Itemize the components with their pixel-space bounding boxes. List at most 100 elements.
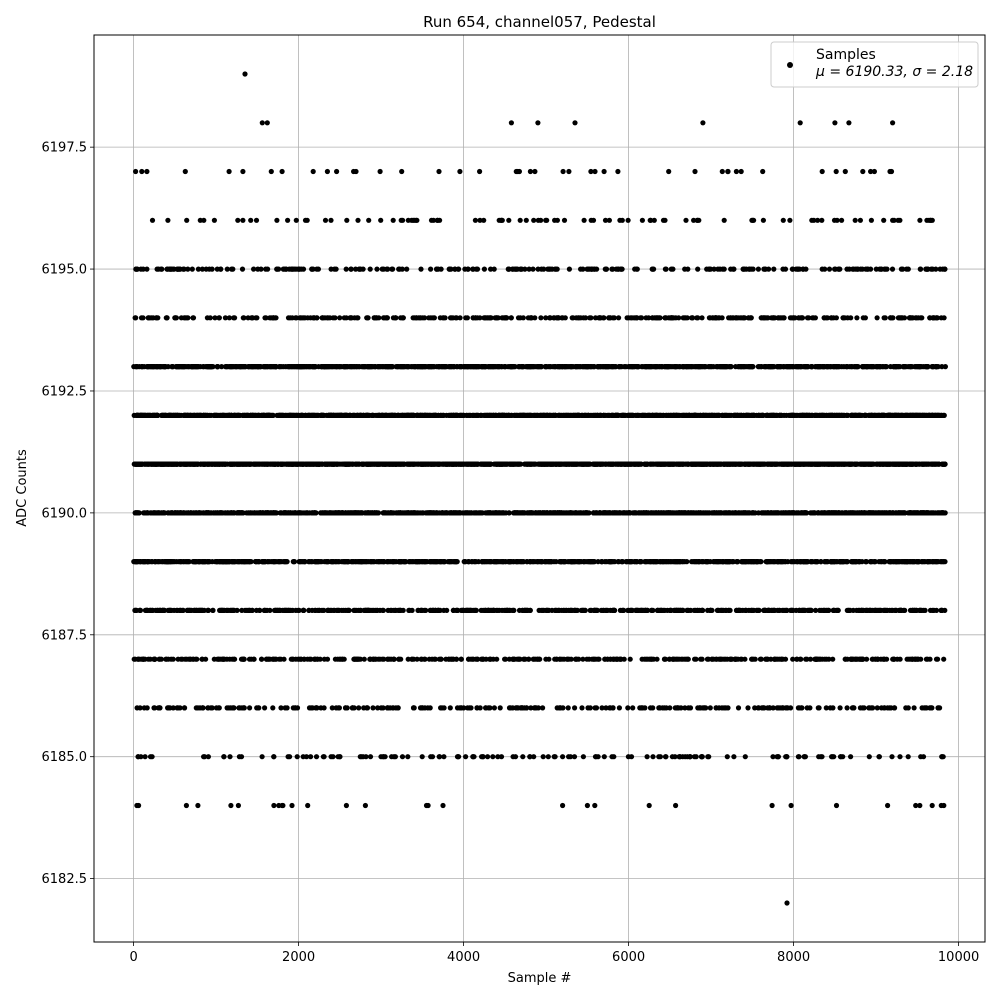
data-point — [179, 656, 185, 662]
data-point — [890, 656, 896, 662]
data-point — [753, 559, 760, 565]
data-point — [540, 705, 546, 711]
data-point — [687, 705, 694, 711]
data-point — [596, 510, 603, 516]
data-point — [770, 559, 777, 565]
data-point — [411, 705, 417, 711]
data-point — [161, 607, 167, 614]
data-point — [938, 559, 944, 565]
data-point — [365, 607, 371, 614]
data-point — [507, 559, 513, 565]
data-point — [415, 607, 421, 614]
data-point — [131, 656, 137, 662]
data-point — [453, 559, 459, 565]
data-point — [465, 705, 471, 711]
data-point — [750, 510, 756, 516]
data-point — [730, 559, 737, 565]
data-point — [405, 510, 411, 516]
data-point — [480, 754, 486, 760]
data-point — [454, 705, 461, 711]
data-point — [611, 510, 618, 516]
data-point — [918, 656, 924, 662]
data-point — [522, 607, 528, 614]
data-point — [292, 510, 298, 516]
data-point — [769, 802, 775, 809]
data-point — [508, 120, 514, 126]
data-point — [785, 705, 791, 711]
data-point — [867, 559, 874, 565]
data-point — [463, 754, 469, 760]
data-point — [272, 656, 278, 662]
data-point — [674, 656, 681, 662]
data-point — [528, 510, 534, 516]
data-point — [649, 656, 655, 662]
data-point — [427, 510, 433, 516]
data-point — [297, 559, 303, 565]
data-point — [275, 607, 281, 614]
data-point — [287, 510, 293, 516]
data-point — [271, 802, 277, 809]
data-point — [343, 705, 349, 711]
data-point — [182, 705, 188, 711]
data-point — [477, 705, 483, 711]
data-point — [430, 559, 436, 565]
data-point — [650, 705, 656, 711]
data-point — [621, 656, 627, 662]
data-point — [497, 510, 503, 516]
data-point — [221, 754, 227, 760]
data-point — [844, 656, 851, 662]
data-point — [361, 705, 367, 711]
data-point — [187, 607, 194, 614]
data-point — [618, 510, 624, 516]
data-point — [232, 559, 238, 565]
data-point — [662, 607, 668, 614]
data-point — [775, 754, 782, 760]
data-point — [611, 607, 617, 614]
data-point — [775, 510, 781, 516]
data-point — [804, 559, 810, 565]
data-point — [561, 607, 567, 614]
data-point — [275, 461, 281, 467]
data-point — [596, 656, 602, 662]
data-point — [335, 705, 341, 711]
data-point — [772, 656, 778, 662]
data-point — [697, 705, 703, 711]
data-point — [650, 754, 656, 760]
data-point — [711, 559, 717, 565]
data-point — [940, 510, 946, 516]
data-point — [580, 754, 587, 760]
data-point — [324, 656, 331, 662]
data-point — [891, 705, 897, 711]
data-point — [355, 607, 361, 614]
data-point — [918, 754, 924, 760]
data-point — [144, 705, 150, 711]
data-point — [478, 510, 484, 516]
data-point — [248, 510, 254, 516]
data-point — [866, 705, 873, 711]
data-point — [350, 559, 356, 565]
data-point — [779, 461, 785, 467]
data-point — [657, 607, 664, 614]
data-point — [940, 754, 946, 760]
data-point — [863, 559, 869, 565]
data-point — [686, 510, 692, 516]
data-point — [911, 705, 917, 711]
data-point — [733, 607, 740, 614]
data-point — [889, 510, 896, 516]
data-point — [208, 510, 214, 516]
data-point — [862, 510, 868, 516]
data-point — [516, 656, 522, 662]
data-point — [575, 559, 581, 565]
data-point — [417, 705, 424, 711]
data-point — [898, 607, 904, 614]
data-point — [788, 802, 794, 809]
data-point — [925, 656, 931, 662]
data-point — [405, 754, 411, 760]
data-point — [514, 559, 520, 565]
data-point — [311, 510, 317, 516]
data-point — [908, 656, 914, 662]
data-point — [661, 705, 668, 711]
data-point — [205, 705, 211, 711]
data-point — [444, 607, 450, 614]
data-point — [174, 705, 180, 711]
